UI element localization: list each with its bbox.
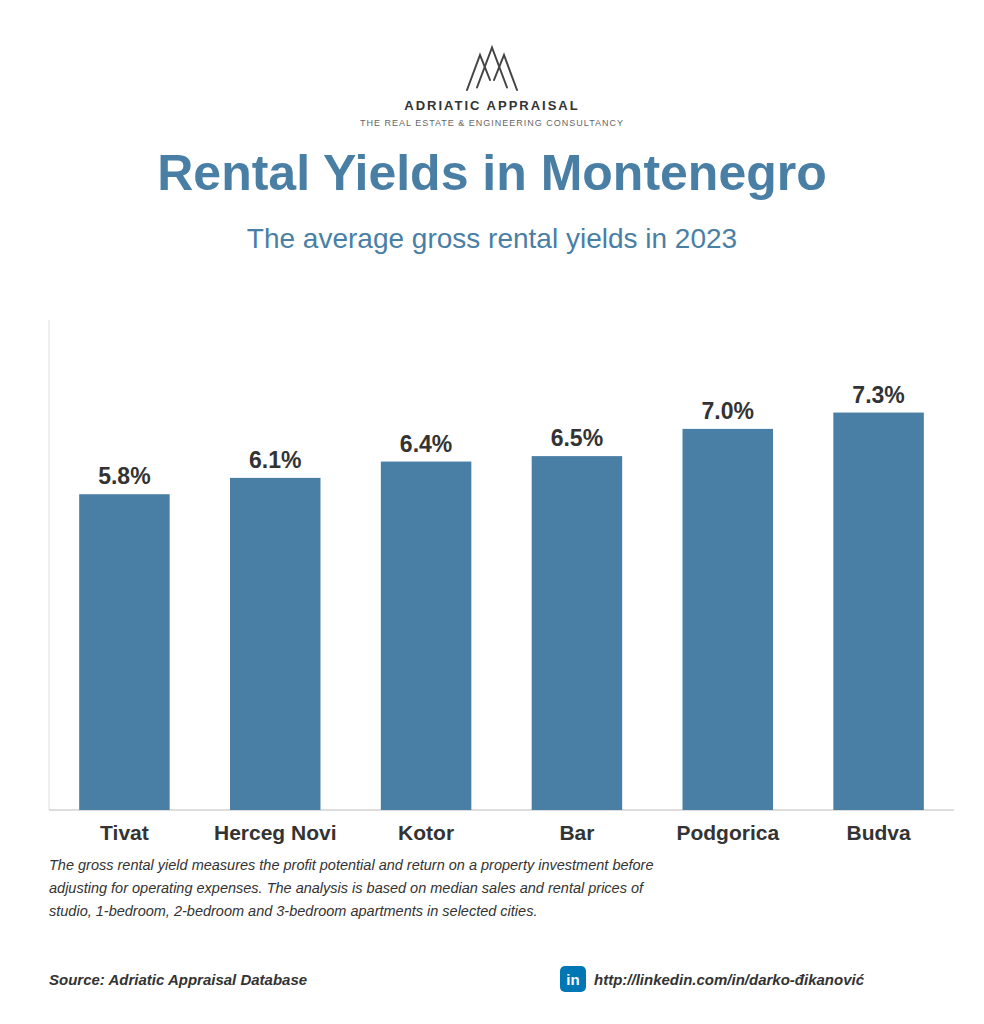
bars: [79, 413, 924, 810]
background: [0, 0, 984, 1024]
x-axis-line: [49, 810, 954, 811]
linkedin-icon: [560, 966, 586, 992]
footnote: The gross rental yield measures the prof…: [49, 857, 654, 919]
footnote-line: studio, 1-bedroom, 2-bedroom and 3-bedro…: [49, 903, 537, 919]
bar: [532, 456, 623, 810]
x-tick-label: Herceg Novi: [214, 821, 337, 844]
subtitle: The average gross rental yields in 2023: [247, 223, 737, 254]
x-tick-label: Bar: [559, 821, 594, 844]
linkedin-link: http://linkedin.com/in/darko-đikanović: [594, 971, 865, 988]
y-axis-line: [49, 320, 50, 810]
logo-subtext: THE REAL ESTATE & ENGINEERING CONSULTANC…: [360, 118, 624, 128]
data-label: 7.3%: [852, 382, 904, 408]
title: Rental Yields in Montenegro: [157, 145, 827, 201]
data-label: 6.4%: [400, 431, 452, 457]
bar: [381, 462, 472, 810]
data-label: 5.8%: [98, 463, 150, 489]
data-label: 7.0%: [702, 398, 754, 424]
x-tick-labels: Tivat Herceg Novi Kotor Bar Podgorica Budva: [100, 821, 911, 844]
linkedin-icon-text: in: [566, 971, 579, 988]
source: Source: Adriatic Appraisal Database: [49, 971, 307, 988]
bar: [79, 494, 169, 810]
x-tick-label: Podgorica: [676, 821, 779, 844]
footnote-line: adjusting for operating expenses. The an…: [49, 880, 645, 896]
data-labels: 5.8% 6.1% 6.4% 6.5% 7.0% 7.3%: [98, 382, 905, 490]
logo-line: [494, 55, 517, 90]
data-label: 6.5%: [551, 425, 603, 451]
x-tick-label: Tivat: [100, 821, 149, 844]
bar: [230, 478, 321, 810]
bar: [683, 429, 774, 810]
logo-text: ADRIATIC APPRAISAL: [404, 98, 579, 113]
logo-line: [477, 48, 507, 88]
chart: ADRIATIC APPRAISAL THE REAL ESTATE & ENGI…: [0, 0, 984, 1024]
data-label: 6.1%: [249, 447, 301, 473]
logo: [467, 48, 517, 91]
footnote-line: The gross rental yield measures the prof…: [49, 857, 654, 873]
bar: [833, 413, 924, 810]
x-tick-label: Kotor: [398, 821, 454, 844]
x-tick-label: Budva: [846, 821, 911, 844]
